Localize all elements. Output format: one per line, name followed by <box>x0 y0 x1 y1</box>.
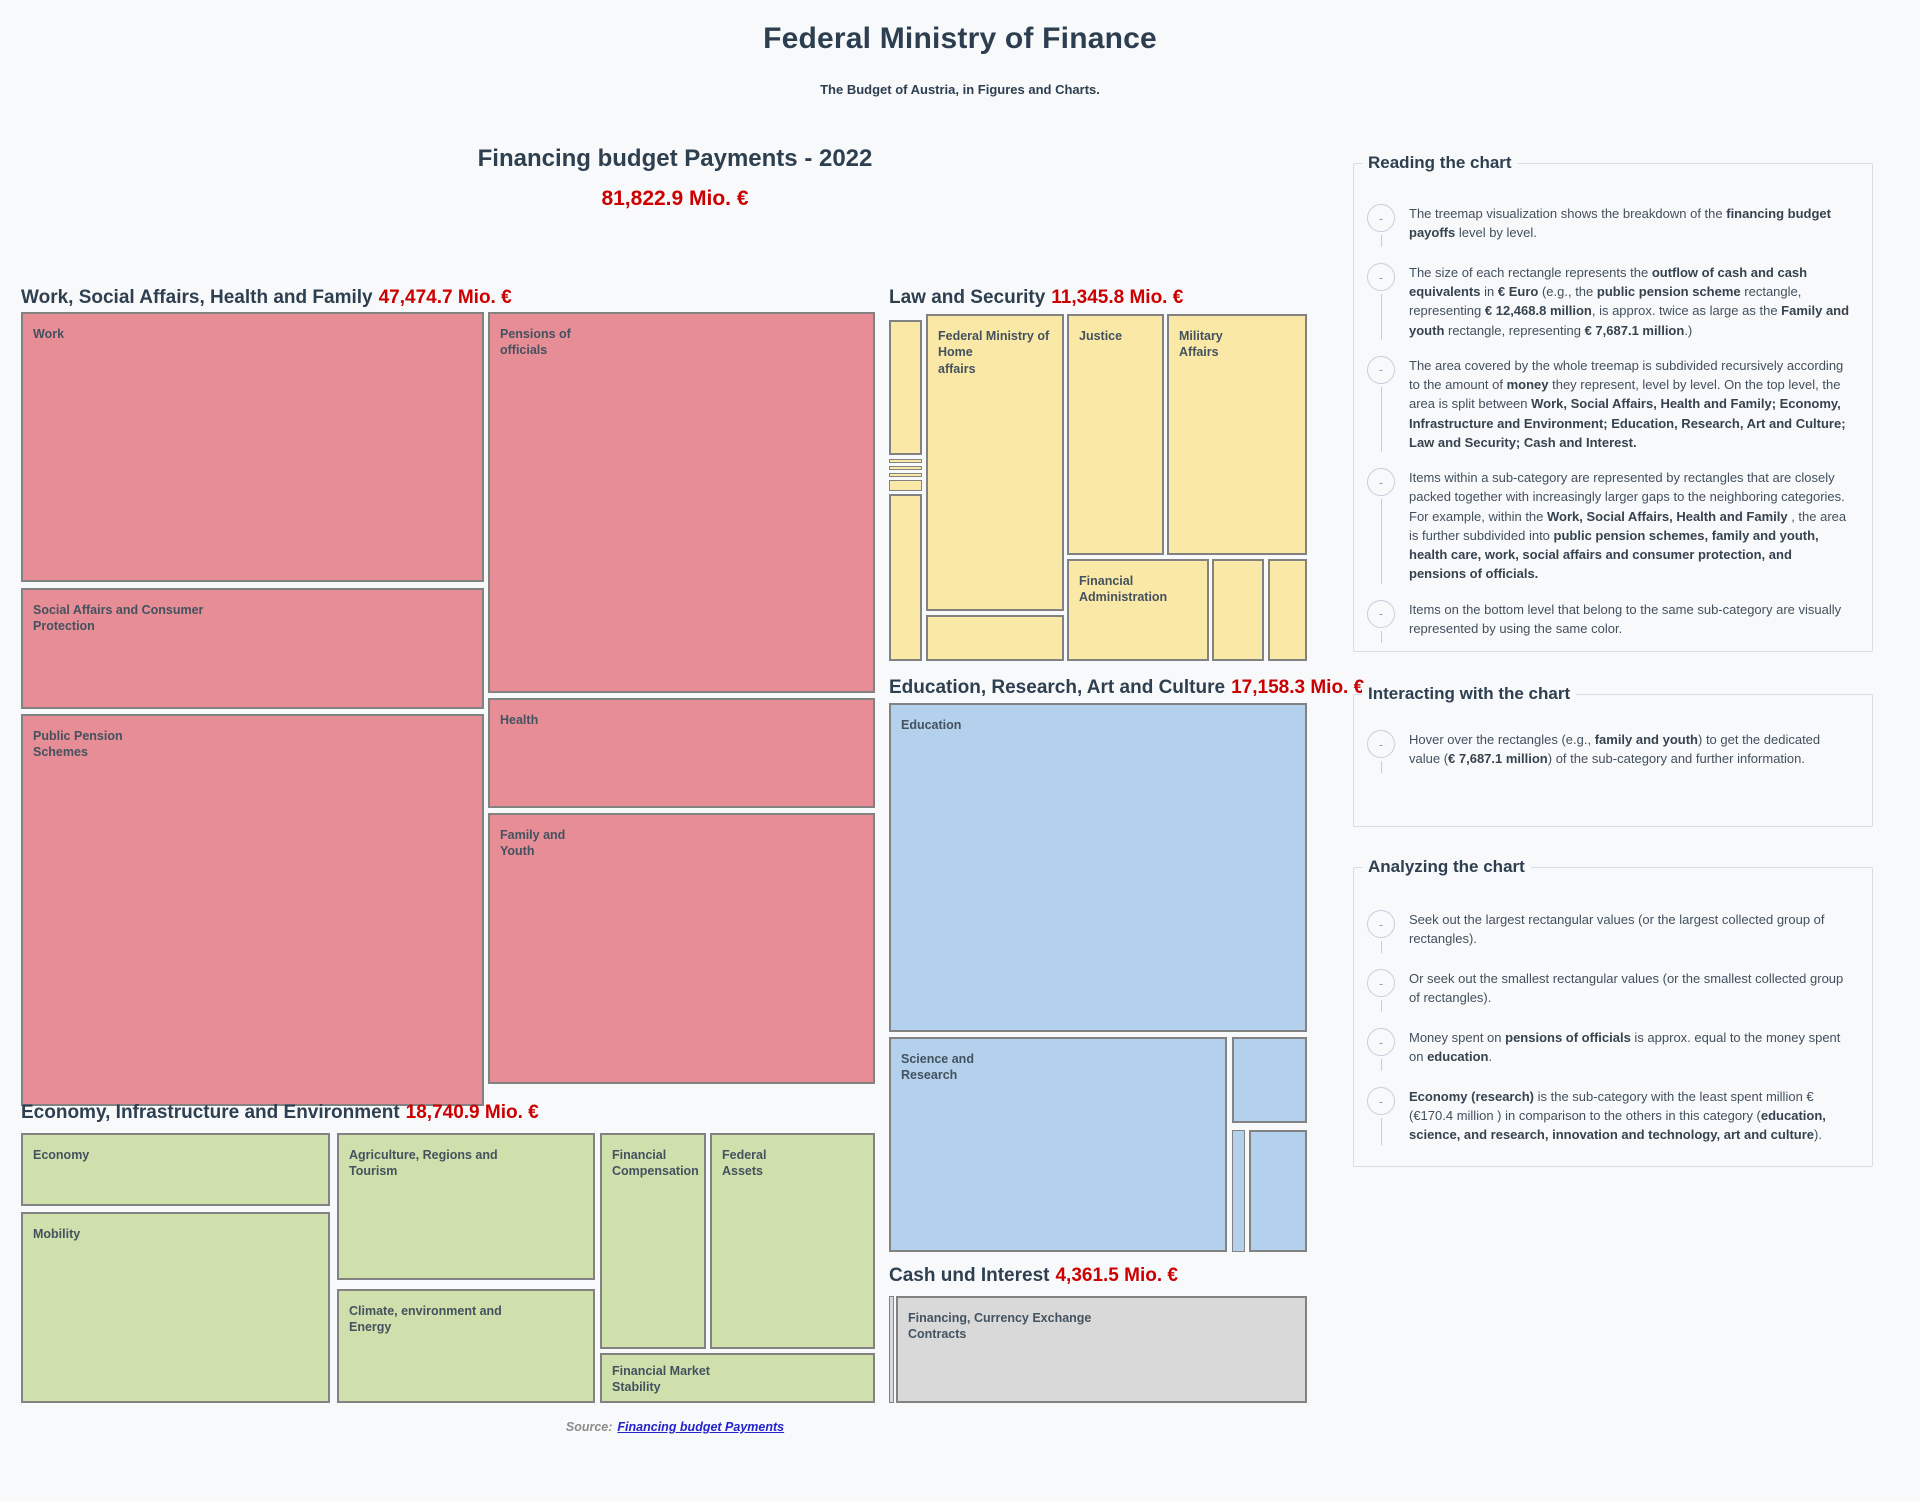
chart-heading: Financing budget Payments - 2022 81,822.… <box>0 145 1350 211</box>
treemap-box-financial-market-stability[interactable]: Financial Market Stability <box>600 1353 875 1403</box>
bullet-marker-icon: - <box>1366 599 1396 643</box>
bullet-text: Money spent on pensions of officials is … <box>1409 1030 1841 1065</box>
treemap-box-financial-compensation[interactable]: Financial Compensation <box>600 1133 706 1349</box>
annotation-bullet: - Items within a sub-category are repres… <box>1366 468 1850 584</box>
section-header-law: Law and Security 11,345.8 Mio. € <box>889 287 1183 309</box>
section-label-cash: Cash und Interest <box>889 1265 1050 1286</box>
source-link[interactable]: Financing budget Payments <box>617 1420 785 1434</box>
section-label-law: Law and Security <box>889 287 1046 308</box>
panel-title-analyzing: Analyzing the chart <box>1362 857 1531 877</box>
treemap-box-law-strip-1[interactable] <box>889 459 922 463</box>
panel-interacting-with-the-chart: Interacting with the chart - Hover over … <box>1353 684 1873 827</box>
annotation-bullet: - Seek out the largest rectangular value… <box>1366 910 1850 953</box>
treemap-box-education[interactable]: Education <box>889 703 1307 1032</box>
treemap-box-economy[interactable]: Economy <box>21 1133 330 1206</box>
section-value-cash: 4,361.5 Mio. € <box>1055 1265 1178 1286</box>
section-value-work: 47,474.7 Mio. € <box>378 287 512 308</box>
panel-reading-the-chart: Reading the chart - The treemap visualiz… <box>1353 153 1873 652</box>
treemap-box-health[interactable]: Health <box>488 698 875 808</box>
treemap-box-cash-strip[interactable] <box>889 1296 894 1403</box>
section-header-education: Education, Research, Art and Culture 17,1… <box>889 677 1364 699</box>
bullet-text: The treemap visualization shows the brea… <box>1409 206 1831 241</box>
annotation-bullet: - Hover over the rectangles (e.g., famil… <box>1366 730 1850 773</box>
bullet-marker-icon: - <box>1366 204 1396 247</box>
annotation-bullet: - The size of each rectangle represents … <box>1366 263 1850 340</box>
annotation-bullet: - The area covered by the whole treemap … <box>1366 355 1850 453</box>
bullet-marker-icon: - <box>1366 1087 1396 1145</box>
annotation-bullet: - Or seek out the smallest rectangular v… <box>1366 969 1850 1012</box>
source-line: Source: Financing budget Payments <box>0 1420 1350 1434</box>
treemap-box-public-pension[interactable]: Public Pension Schemes <box>21 714 484 1106</box>
panel-analyzing-the-chart: Analyzing the chart - Seek out the large… <box>1353 857 1873 1167</box>
panel-body-interacting: - Hover over the rectangles (e.g., famil… <box>1354 695 1872 799</box>
bullet-marker-icon: - <box>1366 969 1396 1012</box>
bullet-text: Or seek out the smallest rectangular val… <box>1409 971 1844 1006</box>
treemap-box-work[interactable]: Work <box>21 312 484 582</box>
section-label-economy: Economy, Infrastructure and Environment <box>21 1102 400 1123</box>
treemap-box-law-small-3[interactable] <box>889 494 922 661</box>
bullet-marker-icon: - <box>1366 1028 1396 1071</box>
treemap-box-financing-currency[interactable]: Financing, Currency Exchange Contracts <box>896 1296 1307 1403</box>
bullet-text: Economy (research) is the sub-category w… <box>1409 1089 1826 1143</box>
treemap-box-military-affairs[interactable]: Military Affairs <box>1167 314 1307 555</box>
treemap-box-mobility[interactable]: Mobility <box>21 1212 330 1403</box>
treemap-box-agriculture[interactable]: Agriculture, Regions and Tourism <box>337 1133 595 1280</box>
treemap-box-law-small-5[interactable] <box>1212 559 1264 661</box>
bullet-marker-icon: - <box>1366 355 1396 453</box>
panel-title-reading: Reading the chart <box>1362 153 1518 173</box>
annotation-bullet: - Economy (research) is the sub-category… <box>1366 1087 1850 1145</box>
treemap-box-justice[interactable]: Justice <box>1067 314 1164 555</box>
section-label-education: Education, Research, Art and Culture <box>889 677 1226 698</box>
bullet-text: Items within a sub-category are represen… <box>1409 470 1847 582</box>
bullet-marker-icon: - <box>1366 910 1396 953</box>
treemap-box-education-small-1[interactable] <box>1232 1037 1307 1123</box>
section-header-work: Work, Social Affairs, Health and Family 4… <box>21 287 512 309</box>
bullet-marker-icon: - <box>1366 263 1396 340</box>
panel-title-interacting: Interacting with the chart <box>1362 684 1577 704</box>
bullet-marker-icon: - <box>1366 468 1396 584</box>
bullet-text: The size of each rectangle represents th… <box>1409 265 1850 338</box>
page-subtitle: The Budget of Austria, in Figures and Ch… <box>820 82 1100 97</box>
bullet-text: Seek out the largest rectangular values … <box>1409 912 1825 947</box>
treemap-box-law-small-6[interactable] <box>1268 559 1307 661</box>
treemap-box-law-small-1[interactable] <box>889 320 922 455</box>
treemap-box-climate[interactable]: Climate, environment and Energy <box>337 1289 595 1403</box>
treemap-box-financial-administration[interactable]: Financial Administration <box>1067 559 1209 661</box>
treemap-box-family-youth[interactable]: Family and Youth <box>488 813 875 1084</box>
treemap-box-home-affairs[interactable]: Federal Ministry of Home affairs <box>926 314 1064 611</box>
treemap-box-law-strip-2[interactable] <box>889 466 922 470</box>
bullet-text: Items on the bottom level that belong to… <box>1409 601 1842 636</box>
annotation-bullet: - The treemap visualization shows the br… <box>1366 204 1850 247</box>
treemap-box-law-small-4[interactable] <box>926 615 1064 661</box>
section-value-law: 11,345.8 Mio. € <box>1051 287 1184 308</box>
treemap-box-education-small-3[interactable] <box>1249 1130 1307 1252</box>
panel-body-analyzing: - Seek out the largest rectangular value… <box>1354 868 1872 1171</box>
treemap-box-social-affairs[interactable]: Social Affairs and Consumer Protection <box>21 588 484 709</box>
page-header: Federal Ministry of Finance The Budget o… <box>0 0 1920 97</box>
annotation-bullet: - Items on the bottom level that belong … <box>1366 599 1850 643</box>
treemap-box-education-small-2[interactable] <box>1232 1130 1245 1252</box>
section-value-economy: 18,740.9 Mio. € <box>405 1102 539 1123</box>
treemap-box-law-strip-3[interactable] <box>889 473 922 477</box>
chart-title: Financing budget Payments - 2022 <box>477 145 873 172</box>
treemap-box-law-small-2[interactable] <box>889 480 922 491</box>
bullet-marker-icon: - <box>1366 730 1396 773</box>
section-label-work: Work, Social Affairs, Health and Family <box>21 287 373 308</box>
treemap-box-pensions-officials[interactable]: Pensions of officials <box>488 312 875 693</box>
chart-total-value: 81,822.9 Mio. € <box>601 187 749 210</box>
bullet-text: The area covered by the whole treemap is… <box>1409 357 1846 450</box>
annotation-bullet: - Money spent on pensions of officials i… <box>1366 1028 1850 1071</box>
bullet-text: Hover over the rectangles (e.g., family … <box>1409 732 1821 767</box>
panel-body-reading: - The treemap visualization shows the br… <box>1354 164 1872 669</box>
page-title: Federal Ministry of Finance <box>763 22 1157 55</box>
section-value-education: 17,158.3 Mio. € <box>1231 677 1365 698</box>
treemap-box-federal-assets[interactable]: Federal Assets <box>710 1133 875 1349</box>
section-header-economy: Economy, Infrastructure and Environment 1… <box>21 1102 539 1124</box>
section-header-cash: Cash und Interest 4,361.5 Mio. € <box>889 1265 1178 1287</box>
treemap-box-science-research[interactable]: Science and Research <box>889 1037 1227 1252</box>
source-label: Source: <box>565 1420 613 1434</box>
